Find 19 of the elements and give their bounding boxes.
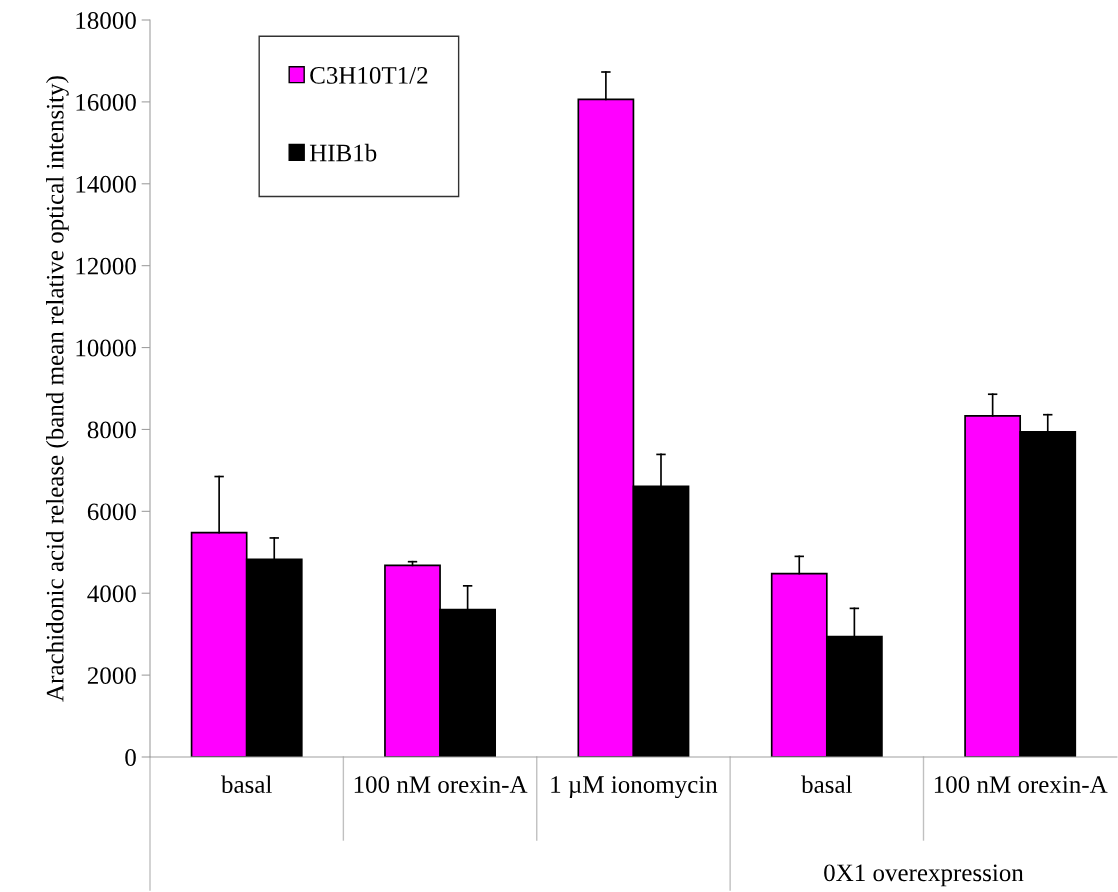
x-tick-label: 1 µM ionomycin — [551, 776, 718, 799]
legend-label: C3H10T1/2 — [310, 66, 428, 84]
y-axis-title: Arachidonic acid release (band mean relative optical intensity) — [46, 76, 69, 702]
y-tick-label: 18000 — [76, 12, 136, 29]
legend-label: HIB1b — [309, 143, 377, 162]
x-tick-label: basal — [221, 775, 272, 794]
y-tick-label: 4000 — [87, 585, 136, 603]
y-tick-label: 8000 — [87, 421, 136, 439]
y-tick-label: 14000 — [76, 175, 136, 193]
x-tick-label: basal — [801, 775, 852, 794]
y-tick-label: 16000 — [76, 93, 136, 111]
y-tick-label: 6000 — [87, 503, 136, 521]
y-tick-label: 2000 — [87, 667, 136, 685]
x-tick-label: 100 nM orexin-A — [354, 776, 528, 794]
x-tick-label: 100 nM orexin-A — [934, 776, 1108, 794]
text: 0X1 overexpression — [824, 864, 1024, 887]
y-tick-label: 10000 — [76, 339, 136, 357]
y-tick-label: 12000 — [76, 257, 136, 275]
y-tick-label: 0 — [125, 749, 136, 766]
